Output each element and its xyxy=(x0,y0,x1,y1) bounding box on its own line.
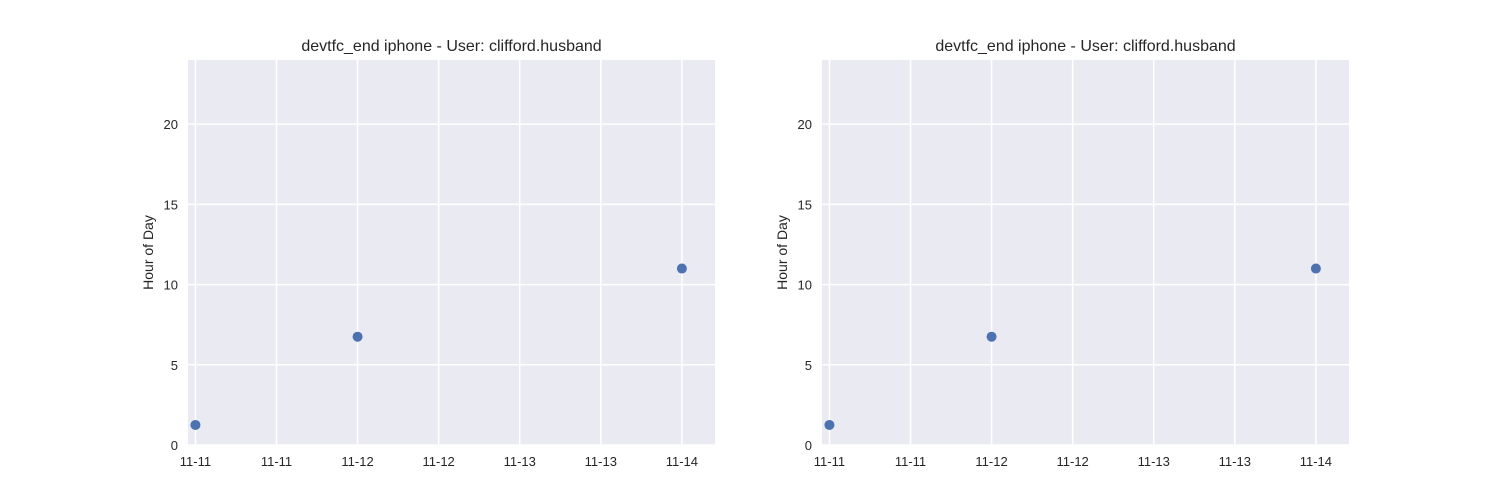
plot-area xyxy=(822,60,1349,445)
y-tick-label: 15 xyxy=(164,197,178,212)
x-tick-label: 11-13 xyxy=(1219,454,1251,469)
x-tick-label: 11-12 xyxy=(423,454,455,469)
y-tick-label: 5 xyxy=(171,358,178,373)
data-point xyxy=(1310,263,1321,274)
data-point xyxy=(986,331,997,342)
x-tick-label: 11-14 xyxy=(666,454,698,469)
chart-panel-1: 11-11 11-11 11-12 11-12 11-13 11-13 11-14 0 5 10 1… xyxy=(140,38,715,469)
data-point xyxy=(676,263,687,274)
y-axis-label: Hour of Day xyxy=(774,215,790,290)
y-tick-label: 15 xyxy=(798,197,812,212)
y-tick-label: 5 xyxy=(805,358,812,373)
x-tick-label: 11-11 xyxy=(814,454,845,469)
y-tick-label: 0 xyxy=(805,438,812,453)
y-tick-label: 10 xyxy=(798,278,812,293)
chart-title: devtfc_end iphone - User: clifford.husba… xyxy=(935,38,1235,55)
chart-title: devtfc_end iphone - User: clifford.husba… xyxy=(301,38,601,55)
y-tick-label: 20 xyxy=(798,117,812,132)
x-tick-label: 11-13 xyxy=(504,454,536,469)
x-tick-label: 11-12 xyxy=(1057,454,1089,469)
x-tick-label: 11-13 xyxy=(1138,454,1170,469)
data-point xyxy=(352,331,363,342)
x-tick-label: 11-12 xyxy=(975,454,1007,469)
chart-panel-2: 11-11 11-11 11-12 11-12 11-13 11-13 11-14 0 5 10 1… xyxy=(774,38,1349,469)
x-tick-label: 11-13 xyxy=(585,454,617,469)
x-tick-label: 11-14 xyxy=(1300,454,1332,469)
y-tick-label: 10 xyxy=(164,278,178,293)
plot-area xyxy=(188,60,715,445)
y-axis-label: Hour of Day xyxy=(140,215,156,290)
data-point xyxy=(824,419,835,430)
data-point xyxy=(190,419,201,430)
x-tick-label: 11-12 xyxy=(341,454,373,469)
y-tick-label: 20 xyxy=(164,117,178,132)
x-tick-label: 11-11 xyxy=(895,454,926,469)
x-tick-label: 11-11 xyxy=(180,454,211,469)
x-tick-label: 11-11 xyxy=(261,454,292,469)
y-tick-label: 0 xyxy=(171,438,178,453)
